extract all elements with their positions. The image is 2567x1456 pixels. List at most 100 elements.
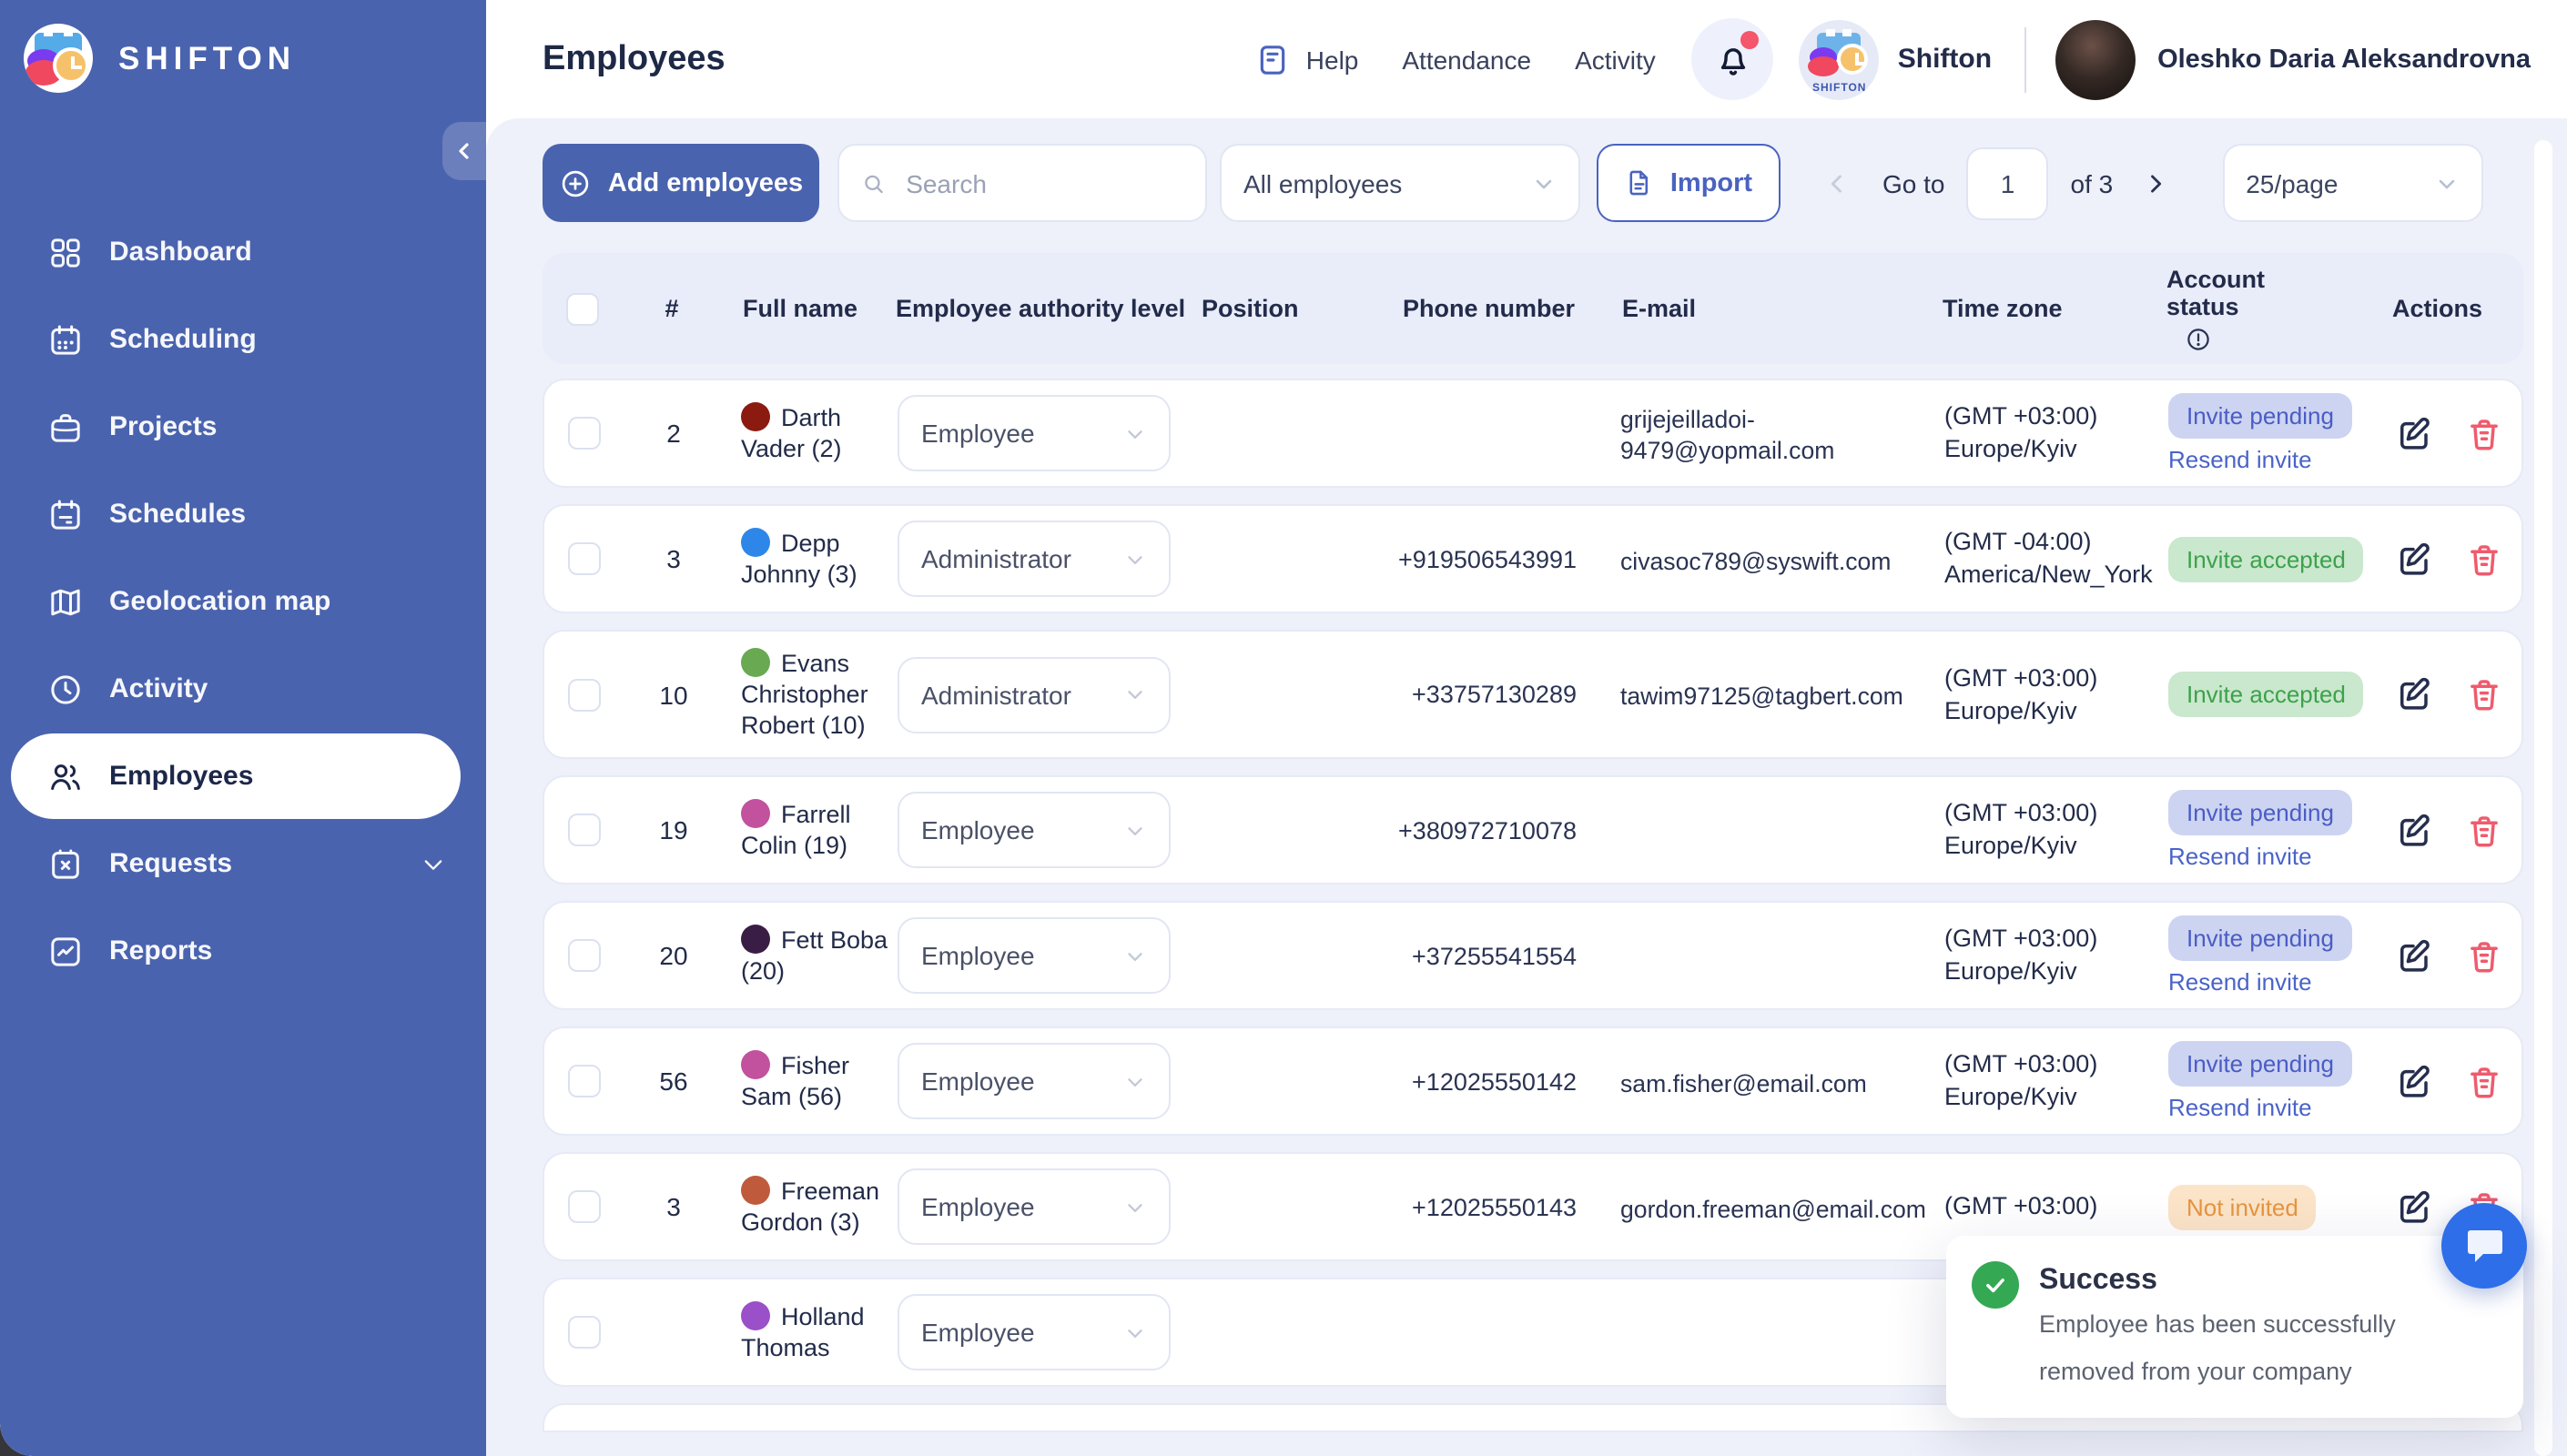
authority-level-select[interactable]: Administrator [898,656,1171,733]
edit-button[interactable] [2394,811,2432,849]
sidebar-item-geolocation-map[interactable]: Geolocation map [0,559,486,644]
notifications-button[interactable] [1691,18,1774,100]
sidebar-item-reports[interactable]: Reports [0,908,486,994]
edit-button[interactable] [2394,414,2432,452]
delete-button[interactable] [2465,936,2503,975]
scheduling-icon [51,324,80,354]
employee-filter-select[interactable]: All employees [1220,144,1580,222]
sidebar-item-scheduling[interactable]: Scheduling [0,297,486,382]
authority-level-select[interactable]: Employee [898,1168,1171,1245]
row-checkbox[interactable] [568,678,601,711]
activity-link[interactable]: Activity [1575,45,1656,74]
geolocation-map-icon [51,588,80,615]
activity-label: Activity [1575,45,1656,74]
sidebar-item-label: Geolocation map [109,586,331,617]
employees-icon [51,763,80,789]
delete-button[interactable] [2465,540,2503,578]
select-all-checkbox[interactable] [566,292,599,325]
row-number: 56 [659,1067,688,1096]
row-checkbox[interactable] [568,939,601,972]
chevron-down-icon [1128,430,1142,438]
row-checkbox[interactable] [568,1190,601,1223]
sidebar-item-employees[interactable]: Employees [11,733,461,819]
email-cell [1591,954,1915,957]
phone-cell: +12025550142 [1412,1067,1577,1095]
sidebar-item-projects[interactable]: Projects [0,384,486,470]
toast-title: Success [2039,1265,2157,1296]
help-link[interactable]: Help [1255,41,1358,77]
scrollbar[interactable] [2534,140,2552,1456]
authority-level-cell: Employee [898,1043,1203,1119]
sidebar-item-label: Schedules [109,499,247,530]
page-count-label: of 3 [2070,168,2114,197]
prev-page-button[interactable] [1817,163,1857,203]
authority-level-value: Employee [921,419,1035,448]
edit-button[interactable] [2394,1062,2432,1100]
row-checkbox[interactable] [568,417,601,450]
user-menu[interactable]: Oleshko Daria Aleksandrovna [2055,19,2531,99]
row-checkbox[interactable] [568,814,601,846]
chevron-down-icon [1128,555,1142,563]
delete-button[interactable] [2465,811,2503,849]
chevron-right-icon [2150,174,2161,192]
import-file-icon [1630,170,1649,196]
employee-avatar [741,528,770,557]
employee-name: Evans Christopher Robert (10) [741,650,868,739]
sidebar-item-label: Dashboard [109,237,252,268]
company-switcher[interactable]: SHIFTON Shifton [1799,19,1992,99]
authority-level-select[interactable]: Employee [898,1294,1171,1370]
email-cell: sam.fisher@email.com [1620,1069,1867,1097]
per-page-select[interactable]: 25/page [2222,144,2483,222]
status-badge: Invite pending [2168,915,2352,961]
edit-button[interactable] [2394,1188,2432,1226]
authority-level-select[interactable]: Employee [898,395,1171,471]
sidebar-item-requests[interactable]: Requests [0,821,486,906]
delete-button[interactable] [2465,414,2503,452]
next-page-button[interactable] [2135,163,2175,203]
employee-name: Freeman Gordon (3) [741,1178,880,1236]
attendance-link[interactable]: Attendance [1402,45,1531,74]
info-icon[interactable] [2185,325,2212,352]
sidebar-item-activity[interactable]: Activity [0,646,486,732]
goto-label: Go to [1882,168,1945,197]
add-employees-button[interactable]: Add employees [543,144,819,222]
authority-level-select[interactable]: Employee [898,1043,1171,1119]
import-button[interactable]: Import [1597,144,1781,222]
chat-button[interactable] [2441,1203,2527,1289]
resend-invite-link[interactable]: Resend invite [2168,446,2312,473]
row-checkbox[interactable] [568,1316,601,1349]
edit-button[interactable] [2394,936,2432,975]
employee-avatar [741,648,770,677]
authority-level-select[interactable]: Employee [898,792,1171,868]
delete-button[interactable] [2465,1062,2503,1100]
search-input[interactable] [902,167,1183,199]
authority-level-select[interactable]: Employee [898,917,1171,994]
resend-invite-link[interactable]: Resend invite [2168,968,2312,996]
status-badge: Invite pending [2168,1041,2352,1087]
column-header-full-name: Full name [743,295,858,322]
sidebar-item-label: Requests [109,848,233,879]
edit-icon [2400,541,2430,574]
status-badge: Invite pending [2168,393,2352,439]
divider [2024,26,2027,92]
row-checkbox[interactable] [568,1065,601,1097]
phone-cell: +12025550143 [1412,1193,1577,1220]
authority-level-value: Administrator [921,680,1071,709]
sidebar-collapse-button[interactable] [442,122,486,180]
company-logo-icon: SHIFTON [1799,19,1880,99]
chevron-down-icon [1536,178,1552,188]
edit-button[interactable] [2394,540,2432,578]
authority-level-select[interactable]: Administrator [898,521,1171,597]
edit-button[interactable] [2394,675,2432,713]
delete-button[interactable] [2465,675,2503,713]
sidebar-item-dashboard[interactable]: Dashboard [0,209,486,295]
page-number-input[interactable] [1966,147,2049,219]
resend-invite-link[interactable]: Resend invite [2168,1094,2312,1121]
row-checkbox[interactable] [568,542,601,575]
page-title: Employees [543,39,725,77]
employee-row: 2 Darth Vader (2) Employee grijejeillado… [543,379,2523,488]
actions-cell [2341,936,2525,975]
sidebar-item-schedules[interactable]: Schedules [0,471,486,557]
resend-invite-link[interactable]: Resend invite [2168,843,2312,870]
